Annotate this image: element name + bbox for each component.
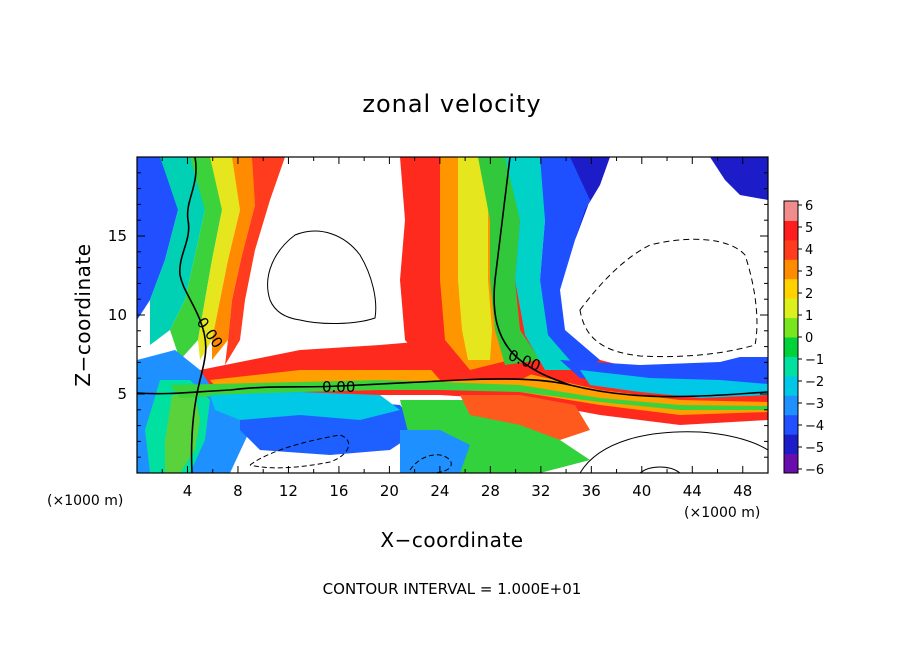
contour-bottom-right xyxy=(579,431,768,473)
x-tick-label: 40 xyxy=(632,482,651,500)
x-tick-label: 48 xyxy=(733,482,752,500)
contour-bottom-left-dashed xyxy=(249,434,350,469)
y-tick-label: 15 xyxy=(108,227,127,245)
field-lower-center-red xyxy=(460,395,590,440)
field-band-left-green xyxy=(170,157,235,360)
field-band-left-yellow xyxy=(198,157,255,360)
colorbar-swatch xyxy=(784,395,798,416)
contour-right-dashed xyxy=(579,238,758,358)
colorbar-label: −5 xyxy=(805,441,824,456)
chart-title: zonal velocity xyxy=(362,90,541,118)
field-below-jet-cyan xyxy=(210,392,400,420)
x-tick-label: 44 xyxy=(683,482,702,500)
colorbar-swatch xyxy=(784,375,798,396)
colorbar-swatch xyxy=(784,414,798,435)
y-axis-label: Z−coordinate xyxy=(71,243,95,386)
colorbar-label: 0 xyxy=(805,331,813,346)
field-column-cyan xyxy=(505,157,580,370)
field-band-left-red xyxy=(225,157,285,365)
z-unit-label: (×1000 m) xyxy=(47,493,123,509)
x-tick-label: 28 xyxy=(481,482,500,500)
field-band-left-orange xyxy=(212,157,268,360)
x-tick-label: 4 xyxy=(183,482,193,500)
field-jet-green xyxy=(170,380,768,410)
plot-area: 0.00 0.00 0.00 4 8 12 16 20 24 28 32 36 40 44 48 51… xyxy=(108,156,769,500)
x-tick-label: 16 xyxy=(329,482,348,500)
contour-zero-jet xyxy=(137,378,768,398)
colorbar: −6 −5 −4 −3 −2 −1 0 1 2 3 4 5 6 xyxy=(783,199,824,478)
colorbar-swatch xyxy=(784,317,798,338)
contour-zero-column xyxy=(493,157,571,386)
contour-interval-note: CONTOUR INTERVAL = 1.000E+01 xyxy=(323,580,582,598)
colorbar-label: 2 xyxy=(805,287,813,302)
contour-lines xyxy=(137,157,768,473)
contour-left-closed xyxy=(267,230,377,325)
x-tick-label: 32 xyxy=(531,482,550,500)
field-right-cyan xyxy=(580,370,768,398)
contour-bottom-center-dashed xyxy=(409,454,452,473)
y-tick-label: 5 xyxy=(117,385,127,403)
contour-label-jet: 0.00 xyxy=(322,378,355,396)
x-tick-label: 8 xyxy=(233,482,243,500)
contour-bottom-small xyxy=(639,466,681,473)
colorbar-swatch xyxy=(784,298,798,319)
x-tick-label: 12 xyxy=(279,482,298,500)
colorbar-label: 5 xyxy=(805,221,813,236)
shaded-field xyxy=(137,157,768,473)
colorbar-label: 4 xyxy=(805,243,813,258)
field-column-yellow xyxy=(458,157,492,360)
colorbar-label: 1 xyxy=(805,309,813,324)
x-axis-ticks: 4 8 12 16 20 24 28 32 36 40 44 48 xyxy=(161,157,752,500)
colorbar-swatch xyxy=(784,453,798,474)
colorbar-swatch xyxy=(784,201,798,221)
colorbar-label: −4 xyxy=(805,419,824,434)
colorbar-swatch xyxy=(784,434,798,455)
colorbar-label: −2 xyxy=(805,375,824,390)
field-band-left-cyan xyxy=(150,157,215,345)
field-column-darkblue xyxy=(570,157,610,240)
colorbar-swatch xyxy=(784,337,798,357)
colorbar-label: −3 xyxy=(805,397,824,412)
x-tick-label: 24 xyxy=(430,482,449,500)
contour-zero-left xyxy=(179,157,207,473)
field-right-topblue xyxy=(710,157,768,200)
colorbar-swatch xyxy=(784,239,798,260)
colorbar-swatch xyxy=(784,259,798,280)
colorbar-label: 3 xyxy=(805,265,813,280)
colorbar-label: −6 xyxy=(805,463,824,478)
colorbar-swatch xyxy=(784,356,798,377)
colorbar-swatch xyxy=(784,220,798,241)
colorbar-label: −1 xyxy=(805,353,824,368)
x-axis-label: X−coordinate xyxy=(380,528,523,552)
y-tick-label: 10 xyxy=(108,306,127,324)
colorbar-swatch xyxy=(784,278,798,299)
y-axis-ticks: 5 10 15 xyxy=(108,172,768,458)
x-unit-label: (×1000 m) xyxy=(684,505,760,521)
field-column-green xyxy=(478,157,540,365)
x-tick-label: 36 xyxy=(582,482,601,500)
x-tick-label: 20 xyxy=(380,482,399,500)
colorbar-label: 6 xyxy=(805,199,813,214)
